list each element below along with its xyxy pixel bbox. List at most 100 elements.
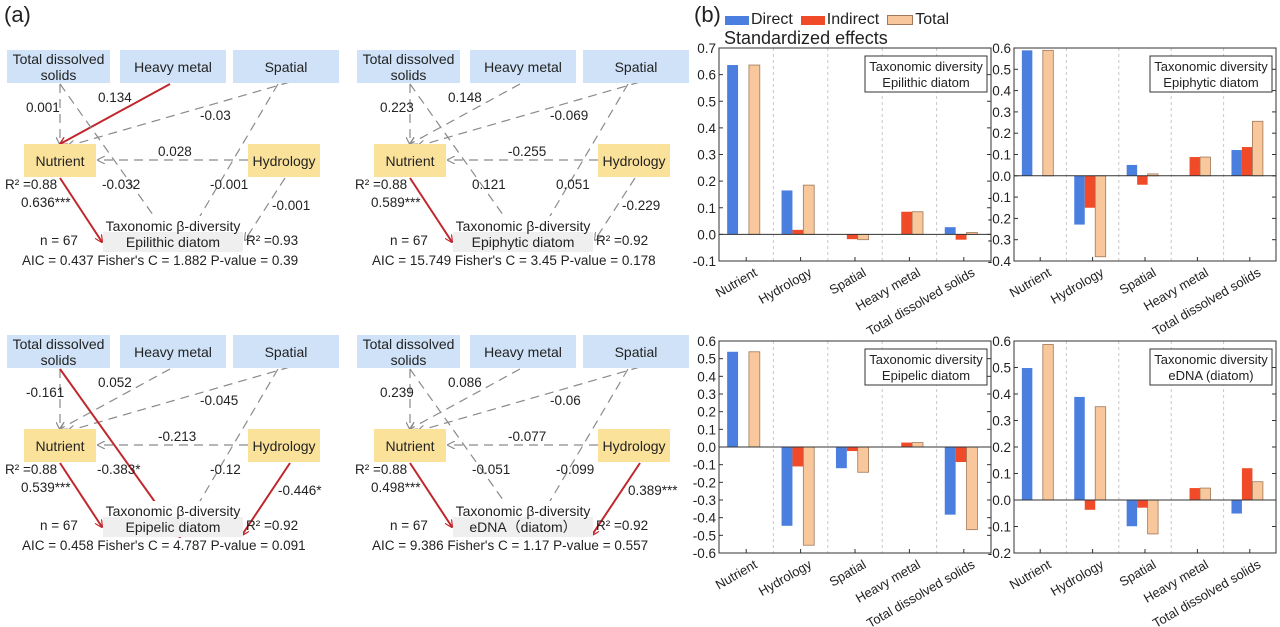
node-nutrient: Nutrient bbox=[374, 429, 446, 462]
chart-title-line: Taxonomic diversity bbox=[1154, 59, 1268, 74]
bar-total-hydrology bbox=[1094, 175, 1107, 258]
path-arrow-spatial-nutrient bbox=[418, 81, 641, 146]
bar-total-nutrient bbox=[1042, 49, 1054, 177]
path-coefficient-tds-target: -0.383* bbox=[97, 462, 141, 477]
path-arrow-hm-nutrient bbox=[410, 83, 521, 144]
r2-nutrient: R² =0.88 bbox=[5, 462, 58, 477]
target-label-line: Epilithic diatom bbox=[125, 234, 221, 250]
path-arrow-nutrient-target bbox=[59, 462, 102, 527]
bar-indirect-spatial bbox=[846, 234, 858, 240]
node-target-beta-diversity: Taxonomic β-diversity eDNA（diatom） bbox=[453, 501, 593, 537]
path-coefficient-spatial-target: -0.001 bbox=[210, 177, 249, 192]
node-total-dissolved-solids: Total dissolved solids bbox=[357, 335, 460, 368]
panel-a-label: (a) bbox=[4, 2, 31, 27]
y-tick-label: 0.5 bbox=[697, 352, 716, 367]
node-spatial: Spatial bbox=[233, 335, 339, 368]
path-arrow-hm-nutrient bbox=[410, 368, 521, 429]
node-nutrient: Nutrient bbox=[374, 144, 446, 177]
bar-total-hydrology bbox=[1094, 406, 1107, 501]
y-tick-label: 0.1 bbox=[992, 148, 1011, 163]
path-arrow-nutrient-target bbox=[409, 462, 452, 527]
y-axis-title: Standardized effects bbox=[724, 28, 888, 48]
bar-direct-spatial bbox=[835, 447, 847, 469]
node-hydrology: Hydrology bbox=[598, 429, 670, 462]
path-arrow-hyd-target bbox=[592, 462, 641, 535]
path-coefficient-tds-target: -0.032 bbox=[102, 177, 141, 192]
path-coefficient-hyd-target: 0.389*** bbox=[628, 483, 678, 498]
model-fit-statistics: AIC = 0.458 Fisher's C = 4.787 P-value =… bbox=[22, 538, 306, 553]
node-target-beta-diversity: Taxonomic β-diversity Epipelic diatom bbox=[103, 501, 243, 537]
r2-target: R² =0.92 bbox=[596, 233, 649, 248]
node-total-dissolved-solids: Total dissolved solids bbox=[357, 50, 460, 83]
path-coefficient-tds-target: -0.051 bbox=[472, 462, 511, 477]
path-coefficient-tds-nutrient: -0.161 bbox=[26, 385, 65, 400]
y-tick-label: 0.0 bbox=[697, 227, 716, 242]
x-tick-label: Nutrient bbox=[1007, 556, 1054, 592]
node-target-beta-diversity: Taxonomic β-diversity Epilithic diatom bbox=[103, 216, 243, 252]
bar-indirect-total-dissolved-solids bbox=[955, 234, 967, 240]
chart-title-line: Epipelic diatom bbox=[882, 368, 970, 383]
bar-indirect-heavy-metal bbox=[901, 442, 913, 447]
bar-indirect-heavy-metal bbox=[1189, 157, 1201, 176]
x-tick-label: Hydrology bbox=[1048, 556, 1107, 599]
path-arrow-spatial-target bbox=[530, 368, 629, 535]
chart-title-box bbox=[864, 348, 988, 386]
y-tick-label: 0.5 bbox=[992, 361, 1011, 376]
path-coefficient-hyd-nutrient: -0.213 bbox=[158, 429, 197, 444]
legend-label-direct: Direct bbox=[751, 11, 793, 28]
chart-title-box bbox=[1149, 55, 1273, 93]
path-arrow-spatial-nutrient bbox=[68, 366, 291, 431]
path-coefficient-nutrient-target: 0.498*** bbox=[371, 480, 421, 495]
y-tick-label: -0.2 bbox=[693, 475, 716, 490]
y-tick-label: 0.2 bbox=[992, 126, 1011, 141]
bar-total-hydrology bbox=[802, 446, 815, 546]
x-tick-label: Hydrology bbox=[1048, 264, 1107, 307]
path-arrow-hm-nutrient bbox=[60, 83, 171, 144]
node-hydrology: Hydrology bbox=[248, 429, 320, 462]
y-tick-label: 0.6 bbox=[697, 334, 716, 349]
path-coefficient-tds-nutrient: 0.223 bbox=[380, 100, 414, 115]
y-tick-label: 0.4 bbox=[697, 369, 716, 384]
y-tick-label: 0.4 bbox=[992, 84, 1011, 99]
bar-total-hydrology bbox=[802, 184, 815, 235]
y-tick-label: -0.1 bbox=[693, 458, 716, 473]
model-fit-statistics: AIC = 9.386 Fisher's C = 1.17 P-value = … bbox=[372, 538, 649, 553]
bar-direct-spatial bbox=[1126, 164, 1138, 176]
x-tick-label: Hydrology bbox=[756, 556, 815, 599]
path-coefficient-hyd-nutrient: -0.255 bbox=[508, 144, 547, 159]
bar-direct-spatial bbox=[1126, 500, 1138, 527]
path-coefficient-tds-target: 0.121 bbox=[472, 177, 506, 192]
node-spatial: Spatial bbox=[583, 335, 689, 368]
target-label-line: Taxonomic β-diversity bbox=[105, 503, 241, 519]
y-tick-label: 0.5 bbox=[697, 94, 716, 109]
target-label-line: Taxonomic β-diversity bbox=[455, 503, 591, 519]
y-tick-label: 0.2 bbox=[992, 440, 1011, 455]
panel-b-label: (b) bbox=[694, 2, 721, 27]
y-tick-label: -0.6 bbox=[693, 546, 716, 561]
node-spatial: Spatial bbox=[233, 50, 339, 83]
r2-nutrient: R² =0.88 bbox=[5, 177, 58, 192]
path-coefficient-hyd-nutrient: -0.077 bbox=[508, 429, 547, 444]
target-label-line: Epiphytic diatom bbox=[471, 234, 575, 250]
bar-indirect-total-dissolved-solids bbox=[1241, 468, 1253, 500]
chart-title-box bbox=[1149, 348, 1273, 386]
chart-title-line: Epiphytic diatom bbox=[1163, 75, 1258, 90]
y-tick-label: 0.4 bbox=[697, 121, 716, 136]
target-label-line: Taxonomic β-diversity bbox=[105, 218, 241, 234]
bar-indirect-hydrology bbox=[1084, 500, 1096, 510]
legend-item-direct: Direct bbox=[725, 11, 793, 29]
node-nutrient: Nutrient bbox=[24, 144, 96, 177]
bar-total-total-dissolved-solids bbox=[1252, 481, 1264, 501]
model-fit-statistics: AIC = 0.437 Fisher's C = 1.882 P-value =… bbox=[22, 253, 299, 268]
path-coefficient-hyd-target: -0.001 bbox=[272, 198, 311, 213]
chart-title-line: eDNA (diatom) bbox=[1168, 368, 1253, 383]
y-tick-label: 0.0 bbox=[992, 493, 1011, 508]
bar-total-spatial bbox=[1147, 499, 1159, 535]
path-arrow-hm-nutrient bbox=[60, 368, 171, 429]
bar-total-nutrient bbox=[748, 64, 761, 235]
path-arrow-spatial-nutrient bbox=[68, 81, 291, 146]
y-tick-label: 0.3 bbox=[697, 387, 716, 402]
y-tick-label: 0.6 bbox=[697, 68, 716, 83]
y-tick-label: 0.1 bbox=[992, 467, 1011, 482]
